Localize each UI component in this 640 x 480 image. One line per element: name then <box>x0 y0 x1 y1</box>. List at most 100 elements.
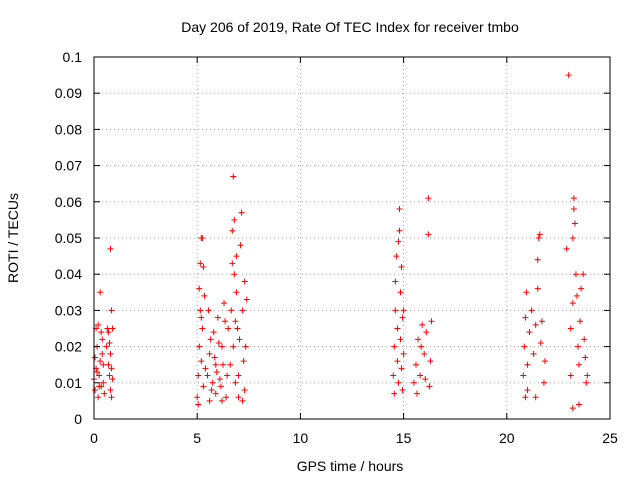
data-point <box>570 206 577 213</box>
data-point <box>202 365 209 372</box>
plot-frame <box>93 56 611 420</box>
axis-ticks: 0 5 10 15 20 25 0 0.01 0.02 0.03 0.04 0.05 0.06 0.07 0… <box>55 49 618 446</box>
data-point <box>400 350 407 357</box>
data-point <box>397 336 404 343</box>
data-point <box>392 278 399 285</box>
data-point <box>233 289 240 296</box>
data-point <box>208 387 215 394</box>
data-point <box>199 325 206 332</box>
data-point <box>227 361 234 368</box>
data-point <box>230 343 237 350</box>
data-point <box>195 372 202 379</box>
y-tick-label: 0.05 <box>55 230 82 246</box>
data-point <box>92 354 99 361</box>
data-point <box>231 271 238 278</box>
data-point <box>570 195 577 202</box>
data-point <box>212 361 219 368</box>
data-point <box>575 343 582 350</box>
data-point <box>96 383 103 390</box>
data-point <box>394 358 401 365</box>
data-point <box>210 329 217 336</box>
data-point <box>524 361 531 368</box>
data-point <box>194 394 201 401</box>
data-point <box>422 376 429 383</box>
data-point <box>522 394 529 401</box>
data-point <box>212 390 219 397</box>
chart-title: Day 206 of 2019, Rate Of TEC Index for r… <box>181 19 519 35</box>
x-tick-label: 25 <box>602 430 618 446</box>
data-point <box>393 253 400 260</box>
x-tick-label: 15 <box>396 430 412 446</box>
data-point <box>395 238 402 245</box>
data-point <box>211 354 218 361</box>
data-point <box>584 372 591 379</box>
data-point <box>206 397 213 404</box>
data-point <box>198 358 205 365</box>
data-point <box>425 195 432 202</box>
data-point <box>523 289 530 296</box>
data-point <box>400 307 407 314</box>
data-point <box>567 325 574 332</box>
data-point <box>395 379 402 386</box>
data-point <box>580 271 587 278</box>
data-point <box>201 292 208 299</box>
data-point <box>394 325 401 332</box>
data-point <box>108 394 115 401</box>
data-point <box>242 343 249 350</box>
x-tick-label: 10 <box>293 430 309 446</box>
y-tick-label: 0.09 <box>55 85 82 101</box>
y-tick-label: 0 <box>74 411 82 427</box>
data-point <box>101 390 108 397</box>
data-point <box>224 372 231 379</box>
data-point <box>534 256 541 263</box>
y-tick-label: 0.08 <box>55 121 82 137</box>
data-point <box>105 361 112 368</box>
data-point <box>217 383 224 390</box>
data-point <box>106 339 113 346</box>
data-point <box>528 307 535 314</box>
x-tick-label: 5 <box>193 430 201 446</box>
data-point <box>536 231 543 238</box>
data-point <box>236 336 243 343</box>
data-point <box>215 339 222 346</box>
data-point <box>92 387 99 394</box>
data-point <box>232 379 239 386</box>
data-point <box>418 343 425 350</box>
data-point <box>209 379 216 386</box>
data-point <box>581 336 588 343</box>
data-point <box>398 263 405 270</box>
data-point <box>107 245 114 252</box>
data-point <box>239 397 246 404</box>
data-point <box>243 296 250 303</box>
data-point <box>423 329 430 336</box>
data-point <box>567 372 574 379</box>
data-point <box>95 321 102 328</box>
data-point <box>107 350 114 357</box>
data-point <box>392 307 399 314</box>
data-point <box>218 397 225 404</box>
data-point <box>108 365 115 372</box>
data-point <box>541 358 548 365</box>
data-point <box>228 307 235 314</box>
data-point <box>229 260 236 267</box>
data-point <box>196 285 203 292</box>
y-tick-label: 0.07 <box>55 158 82 174</box>
y-tick-label: 0.02 <box>55 339 82 355</box>
data-point <box>576 361 583 368</box>
data-point <box>417 372 424 379</box>
data-point <box>206 350 213 357</box>
data-point <box>569 300 576 307</box>
data-point <box>428 318 435 325</box>
data-point <box>239 307 246 314</box>
data-point <box>221 300 228 307</box>
data-point <box>396 206 403 213</box>
data-point <box>220 361 226 368</box>
data-point <box>200 263 207 270</box>
data-point <box>207 336 214 343</box>
data-point <box>571 220 578 227</box>
x-axis-label: GPS time / hours <box>297 458 404 474</box>
data-point <box>198 314 205 321</box>
x-tick-label: 20 <box>499 430 515 446</box>
data-point <box>520 372 527 379</box>
data-point <box>238 209 245 216</box>
